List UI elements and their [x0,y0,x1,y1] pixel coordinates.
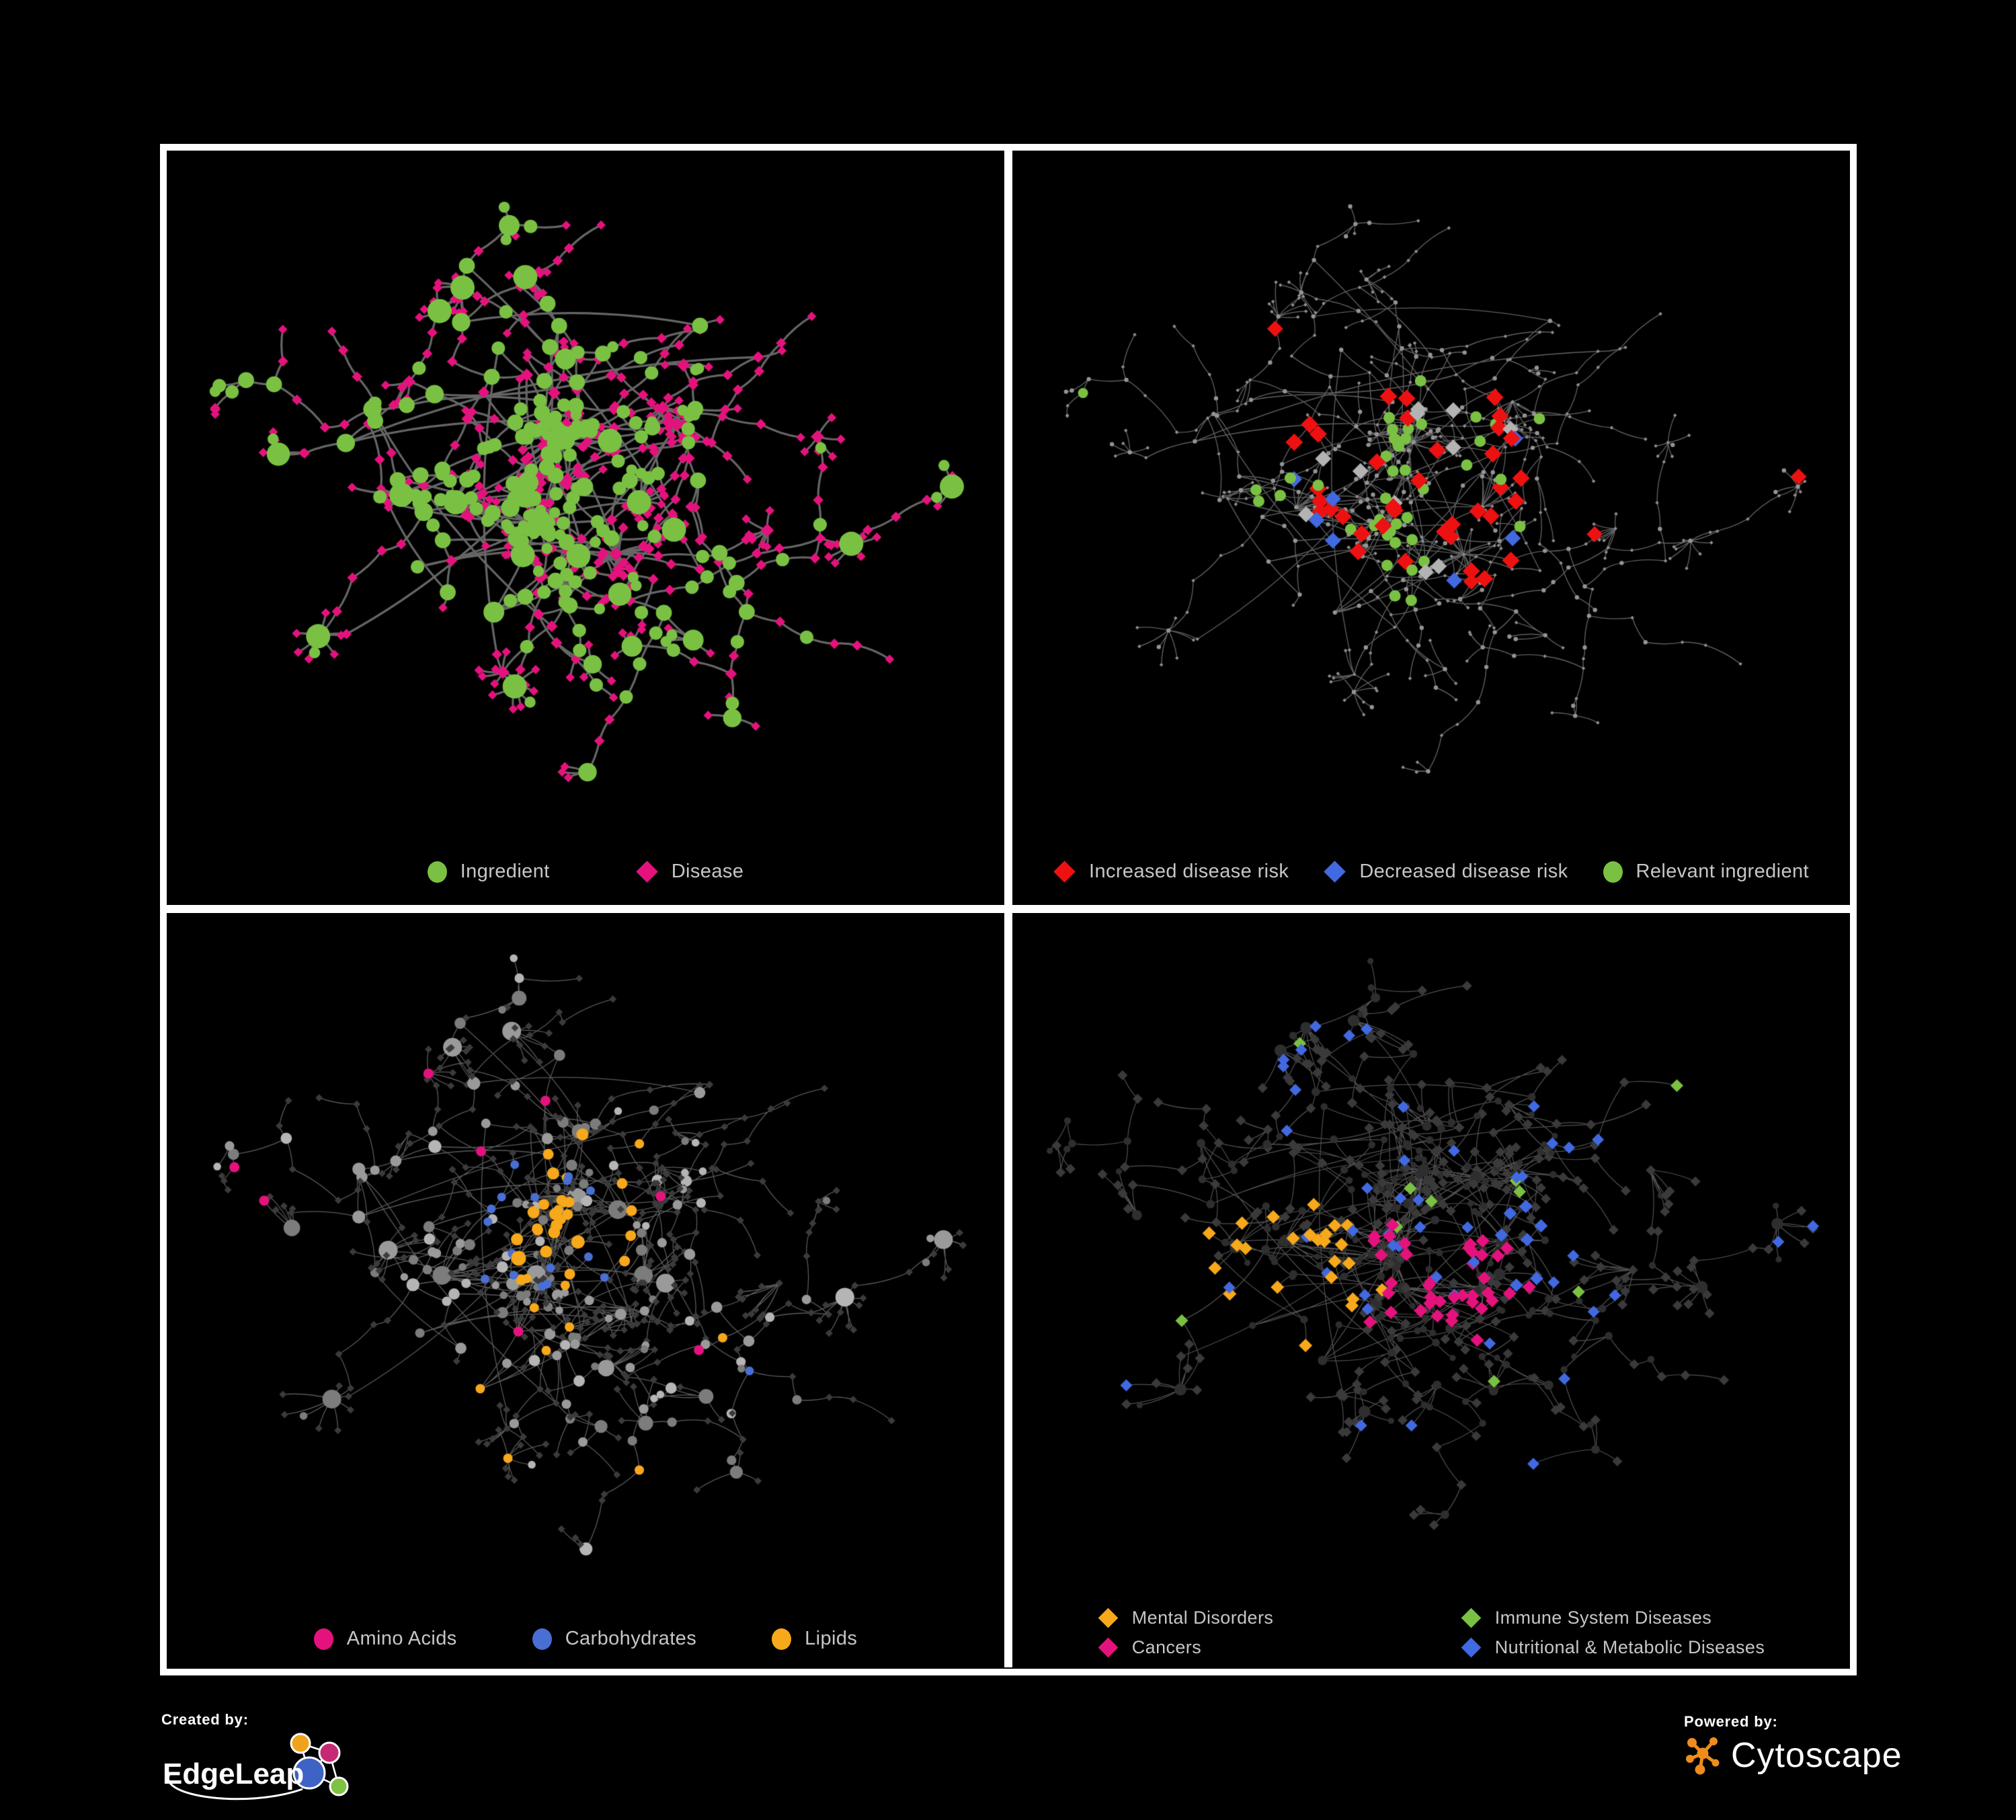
immune-diseases-marker-icon [1461,1608,1482,1628]
legend-item-lipids: Lipids [772,1628,857,1650]
created-by-block: Created by: EdgeLeap [161,1711,370,1810]
panel-chemical-classes: Amino Acids Carbohydrates Lipids [167,913,1004,1667]
increased-risk-marker-icon [1053,861,1076,883]
legend-item-disease: Disease [635,861,744,883]
disease-classes-legend: Mental Disorders Immune System Diseases … [1012,1608,1850,1658]
panel-ingredient-disease: Ingredient Disease [167,151,1004,905]
disease-risk-network-canvas [1012,151,1850,905]
edgeleap-node-blue [292,1756,326,1790]
carbohydrates-marker-icon [532,1628,552,1650]
chemical-classes-network-canvas [167,913,1004,1667]
edgeleap-node-green [329,1776,349,1796]
amino-acids-marker-icon [313,1628,333,1650]
created-by-label: Created by: [161,1711,249,1728]
legend-item-amino-acids: Amino Acids [313,1628,457,1650]
legend-item-relevant-ingredient: Relevant ingredient [1603,861,1809,883]
cancers-label: Cancers [1131,1637,1202,1657]
ingredient-label: Ingredient [460,861,550,882]
cytoscape-logo: Cytoscape [1684,1735,1902,1776]
decreased-risk-marker-icon [1324,861,1346,883]
disease-label: Disease [671,861,744,882]
lipids-label: Lipids [805,1628,858,1649]
ingredient-disease-legend: Ingredient Disease [167,861,1004,883]
cytoscape-wordmark: Cytoscape [1731,1736,1902,1775]
divider-horizontal [167,905,1850,913]
ingredient-disease-network-canvas [167,151,1004,905]
lipids-marker-icon [772,1628,792,1650]
legend-item-increased-risk: Increased disease risk [1053,861,1289,883]
legend-item-mental-disorders: Mental Disorders [1098,1608,1434,1628]
chemical-classes-legend: Amino Acids Carbohydrates Lipids [167,1628,1004,1650]
disease-risk-legend: Increased disease risk Decreased disease… [1012,861,1850,883]
mental-disorders-marker-icon [1098,1608,1119,1628]
panel-disease-classes: Mental Disorders Immune System Diseases … [1012,913,1850,1667]
nutritional-metabolic-label: Nutritional & Metabolic Diseases [1494,1637,1765,1657]
legend-item-ingredient: Ingredient [427,861,550,883]
edgeleap-node-orange [290,1733,311,1754]
edgeleap-node-magenta [318,1741,341,1764]
panel-grid: Ingredient Disease Increased disease ris… [160,144,1857,1675]
cancers-marker-icon [1098,1637,1119,1658]
disease-marker-icon [635,861,658,883]
mental-disorders-label: Mental Disorders [1131,1608,1274,1628]
cytoscape-icon [1686,1737,1720,1775]
cytoscape-icon-nodes [1686,1737,1720,1775]
powered-by-block: Powered by: Cytoscape [1684,1713,1902,1776]
legend-item-carbohydrates: Carbohydrates [532,1628,696,1650]
legend-item-decreased-risk: Decreased disease risk [1324,861,1568,883]
decreased-risk-label: Decreased disease risk [1359,861,1568,882]
edgeleap-wordmark: EdgeLeap [163,1757,304,1790]
legend-item-immune-diseases: Immune System Diseases [1461,1608,1765,1628]
panel-disease-risk: Increased disease risk Decreased disease… [1012,151,1850,905]
nutritional-metabolic-marker-icon [1461,1637,1482,1658]
increased-risk-label: Increased disease risk [1088,861,1289,882]
relevant-ingredient-label: Relevant ingredient [1636,861,1810,882]
ingredient-marker-icon [427,861,447,883]
powered-by-label: Powered by: [1684,1713,1778,1730]
relevant-ingredient-marker-icon [1603,861,1623,883]
edgeleap-swoosh [167,1774,303,1801]
legend-item-cancers: Cancers [1098,1637,1434,1658]
disease-classes-network-canvas [1012,913,1850,1667]
immune-diseases-label: Immune System Diseases [1494,1608,1712,1628]
amino-acids-label: Amino Acids [346,1628,457,1649]
carbohydrates-label: Carbohydrates [565,1628,697,1649]
edgeleap-logo: EdgeLeap [163,1733,349,1801]
legend-item-nutritional-metabolic: Nutritional & Metabolic Diseases [1461,1637,1765,1658]
